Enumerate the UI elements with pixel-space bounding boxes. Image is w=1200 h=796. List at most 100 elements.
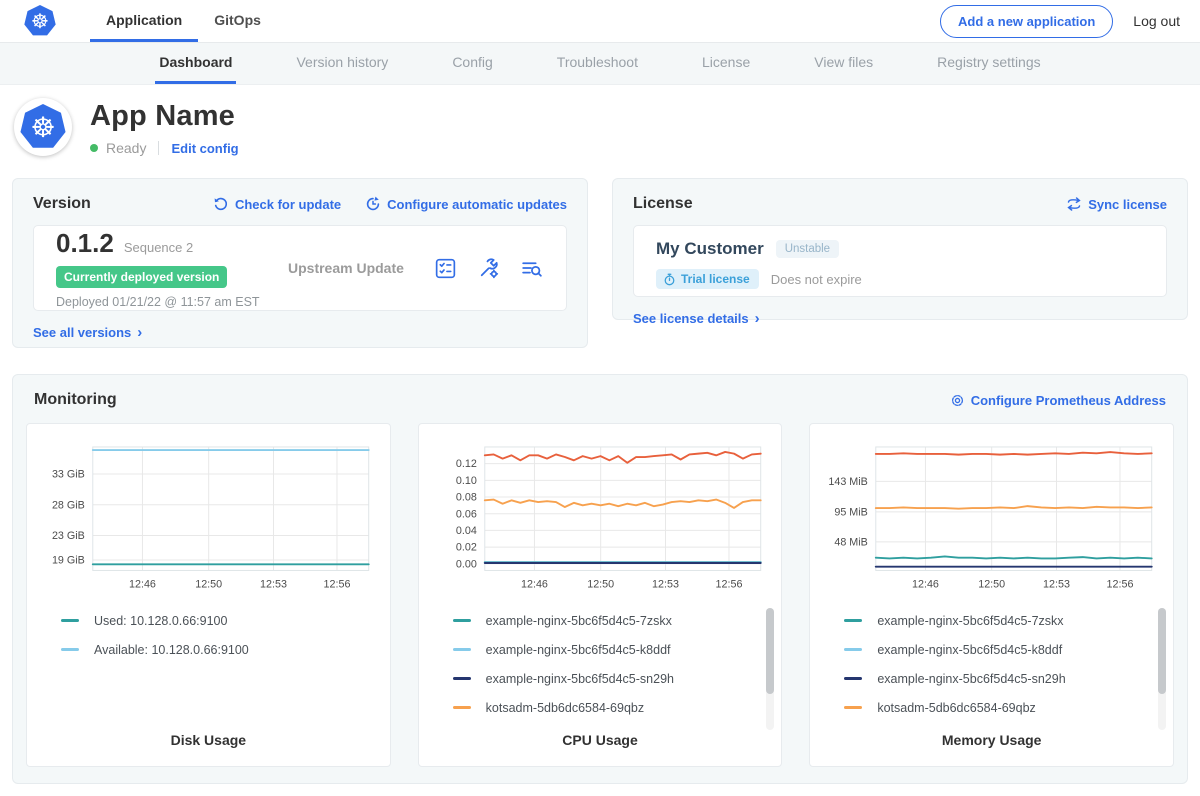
svg-text:12:50: 12:50 bbox=[195, 578, 222, 590]
clock-refresh-icon bbox=[365, 196, 381, 212]
memory-usage-chart: 143 MiB95 MiB48 MiB12:4612:5012:5312:56 bbox=[824, 436, 1159, 602]
legend-label: example-nginx-5bc6f5d4c5-sn29h bbox=[877, 672, 1065, 686]
topnav-tabs: Application GitOps bbox=[90, 0, 277, 42]
scrollbar-thumb[interactable] bbox=[766, 608, 774, 694]
legend-label: example-nginx-5bc6f5d4c5-7zskx bbox=[877, 614, 1063, 628]
tab-view-files[interactable]: View files bbox=[810, 43, 877, 84]
scrollbar-thumb[interactable] bbox=[1158, 608, 1166, 694]
configure-prometheus-link[interactable]: Configure Prometheus Address bbox=[950, 393, 1166, 408]
cpu-usage-chart: 0.120.100.080.060.040.020.0012:4612:5012… bbox=[433, 436, 768, 602]
svg-text:0.04: 0.04 bbox=[456, 525, 477, 537]
kubernetes-logo-icon[interactable]: ☸ bbox=[24, 5, 56, 37]
monitoring-title: Monitoring bbox=[34, 391, 117, 409]
tab-troubleshoot[interactable]: Troubleshoot bbox=[553, 43, 642, 84]
svg-text:23 GiB: 23 GiB bbox=[52, 530, 85, 542]
refresh-icon bbox=[213, 196, 229, 212]
svg-text:143 MiB: 143 MiB bbox=[829, 476, 868, 488]
see-license-details-link[interactable]: See license details› bbox=[633, 310, 760, 327]
legend-item: Used: 10.128.0.66:9100 bbox=[61, 606, 376, 635]
legend-scrollbar[interactable] bbox=[1158, 608, 1166, 730]
top-nav: ☸ Application GitOps Add a new applicati… bbox=[0, 0, 1200, 43]
legend-item: example-nginx-5bc6f5d4c5-k8ddf bbox=[844, 635, 1159, 664]
license-expiry: Does not expire bbox=[771, 272, 862, 287]
tab-registry-settings[interactable]: Registry settings bbox=[933, 43, 1044, 84]
legend-label: kotsadm-5db6dc6584-69qbz bbox=[877, 701, 1035, 715]
legend-scrollbar[interactable] bbox=[766, 608, 774, 730]
legend-item: example-nginx-5bc6f5d4c5-sn29h bbox=[844, 664, 1159, 693]
legend-item: kotsadm-5db6dc6584-69qbz bbox=[844, 693, 1159, 722]
version-card: Version Check for update Configure au bbox=[12, 178, 588, 348]
legend-color-dash-icon bbox=[844, 706, 862, 709]
customer-name: My Customer bbox=[656, 239, 764, 259]
edit-config-link[interactable]: Edit config bbox=[171, 141, 238, 156]
stopwatch-icon bbox=[663, 273, 676, 286]
see-all-versions-link[interactable]: See all versions› bbox=[33, 324, 142, 341]
svg-text:12:53: 12:53 bbox=[260, 578, 287, 590]
chevron-right-icon: › bbox=[755, 310, 760, 327]
deployed-version-badge: Currently deployed version bbox=[56, 266, 227, 288]
legend-item: example-nginx-5bc6f5d4c5-7zskx bbox=[844, 606, 1159, 635]
legend-color-dash-icon bbox=[453, 648, 471, 651]
legend-item: example-nginx-5bc6f5d4c5-k8ddf bbox=[453, 635, 768, 664]
chart-title: Memory Usage bbox=[824, 722, 1159, 766]
legend-color-dash-icon bbox=[453, 706, 471, 709]
svg-text:0.06: 0.06 bbox=[456, 508, 477, 520]
app-sub-nav: Dashboard Version history Config Trouble… bbox=[0, 43, 1200, 85]
chart-title: CPU Usage bbox=[433, 722, 768, 766]
svg-text:12:56: 12:56 bbox=[715, 578, 742, 590]
svg-text:12:56: 12:56 bbox=[1107, 578, 1134, 590]
svg-text:0.02: 0.02 bbox=[456, 542, 477, 554]
legend-item: example-nginx-5bc6f5d4c5-sn29h bbox=[453, 664, 768, 693]
license-type-badge: Trial license bbox=[656, 269, 759, 289]
svg-text:48 MiB: 48 MiB bbox=[835, 536, 868, 548]
legend-color-dash-icon bbox=[453, 619, 471, 622]
svg-text:28 GiB: 28 GiB bbox=[52, 499, 85, 511]
legend-item: Available: 10.128.0.66:9100 bbox=[61, 635, 376, 664]
svg-text:0.00: 0.00 bbox=[456, 558, 477, 570]
channel-badge: Unstable bbox=[776, 240, 839, 258]
legend-label: Available: 10.128.0.66:9100 bbox=[94, 643, 249, 657]
legend-item: kotsadm-5db6dc6584-69qbz bbox=[453, 693, 768, 722]
legend-color-dash-icon bbox=[61, 648, 79, 651]
tab-config[interactable]: Config bbox=[448, 43, 496, 84]
preflight-checks-icon[interactable] bbox=[432, 255, 458, 281]
app-logo: ☸ bbox=[14, 98, 72, 156]
config-wrench-icon[interactable] bbox=[475, 255, 501, 281]
sync-license-link[interactable]: Sync license bbox=[1066, 197, 1167, 212]
configure-automatic-updates-link[interactable]: Configure automatic updates bbox=[365, 196, 567, 212]
deploy-logs-icon[interactable] bbox=[518, 255, 544, 281]
add-application-button[interactable]: Add a new application bbox=[940, 5, 1113, 38]
sequence-label: Sequence 2 bbox=[124, 240, 193, 255]
check-for-update-link[interactable]: Check for update bbox=[213, 196, 341, 212]
svg-text:12:53: 12:53 bbox=[652, 578, 679, 590]
status-badge: Ready bbox=[106, 140, 146, 156]
cpu-usage-legend: example-nginx-5bc6f5d4c5-7zskx example-ng… bbox=[433, 606, 768, 722]
legend-label: example-nginx-5bc6f5d4c5-k8ddf bbox=[877, 643, 1062, 657]
status-dot-icon bbox=[90, 144, 98, 152]
tab-license[interactable]: License bbox=[698, 43, 754, 84]
divider bbox=[158, 141, 159, 155]
chevron-right-icon: › bbox=[137, 324, 142, 341]
svg-text:12:50: 12:50 bbox=[587, 578, 614, 590]
svg-text:12:46: 12:46 bbox=[912, 578, 939, 590]
tab-dashboard[interactable]: Dashboard bbox=[155, 43, 236, 84]
app-header: ☸ App Name Ready Edit config bbox=[0, 85, 1200, 170]
tab-version-history[interactable]: Version history bbox=[292, 43, 392, 84]
topnav-tab-application[interactable]: Application bbox=[90, 0, 198, 42]
memory-usage-legend: example-nginx-5bc6f5d4c5-7zskx example-ng… bbox=[824, 606, 1159, 722]
svg-text:95 MiB: 95 MiB bbox=[835, 506, 868, 518]
topnav-tab-gitops[interactable]: GitOps bbox=[198, 0, 277, 42]
disk-usage-chart: 33 GiB28 GiB23 GiB19 GiB12:4612:5012:531… bbox=[41, 436, 376, 602]
chart-title: Disk Usage bbox=[41, 722, 376, 766]
svg-text:12:50: 12:50 bbox=[979, 578, 1006, 590]
legend-label: kotsadm-5db6dc6584-69qbz bbox=[486, 701, 644, 715]
legend-label: example-nginx-5bc6f5d4c5-sn29h bbox=[486, 672, 674, 686]
legend-item: example-nginx-5bc6f5d4c5-7zskx bbox=[453, 606, 768, 635]
svg-text:12:46: 12:46 bbox=[521, 578, 548, 590]
page-title: App Name bbox=[90, 100, 239, 133]
legend-label: example-nginx-5bc6f5d4c5-7zskx bbox=[486, 614, 672, 628]
version-card-title: Version bbox=[33, 195, 91, 213]
svg-text:19 GiB: 19 GiB bbox=[52, 555, 85, 567]
legend-color-dash-icon bbox=[844, 619, 862, 622]
logout-link[interactable]: Log out bbox=[1133, 13, 1180, 29]
